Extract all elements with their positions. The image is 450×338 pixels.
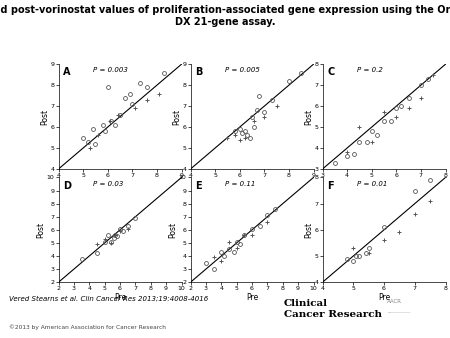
Y-axis label: Post: Post xyxy=(36,222,45,238)
Y-axis label: Post: Post xyxy=(168,222,177,238)
X-axis label: Pre: Pre xyxy=(114,293,126,302)
Text: B: B xyxy=(195,67,203,77)
X-axis label: Pre: Pre xyxy=(378,293,390,302)
Y-axis label: Post: Post xyxy=(304,108,313,125)
Text: P = 0.01: P = 0.01 xyxy=(357,180,387,187)
Text: ©2013 by American Association for Cancer Research: ©2013 by American Association for Cancer… xyxy=(9,324,166,330)
Y-axis label: Post: Post xyxy=(40,108,49,125)
Text: Clinical
Cancer Research: Clinical Cancer Research xyxy=(284,299,382,318)
X-axis label: Pre: Pre xyxy=(246,179,258,189)
Text: A: A xyxy=(63,67,71,77)
Text: D: D xyxy=(63,180,72,191)
Text: E: E xyxy=(195,180,202,191)
Y-axis label: Post: Post xyxy=(172,108,181,125)
Text: C: C xyxy=(328,67,335,77)
Text: P = 0.03: P = 0.03 xyxy=(93,180,123,187)
Text: Pre- and post-vorinostat values of proliferation-associated gene expression usin: Pre- and post-vorinostat values of proli… xyxy=(0,5,450,27)
Text: AACR: AACR xyxy=(387,299,402,304)
Text: P = 0.2: P = 0.2 xyxy=(357,67,383,73)
Y-axis label: Post: Post xyxy=(304,222,313,238)
Text: Vered Stearns et al. Clin Cancer Res 2013;19:4008-4016: Vered Stearns et al. Clin Cancer Res 201… xyxy=(9,296,208,302)
Text: ___________: ___________ xyxy=(387,309,410,313)
Text: P = 0.11: P = 0.11 xyxy=(225,180,255,187)
Text: P = 0.005: P = 0.005 xyxy=(225,67,260,73)
X-axis label: Pre: Pre xyxy=(378,179,390,189)
X-axis label: Pre: Pre xyxy=(246,293,258,302)
Text: F: F xyxy=(328,180,334,191)
Text: P = 0.003: P = 0.003 xyxy=(93,67,128,73)
X-axis label: Pre: Pre xyxy=(114,179,126,189)
